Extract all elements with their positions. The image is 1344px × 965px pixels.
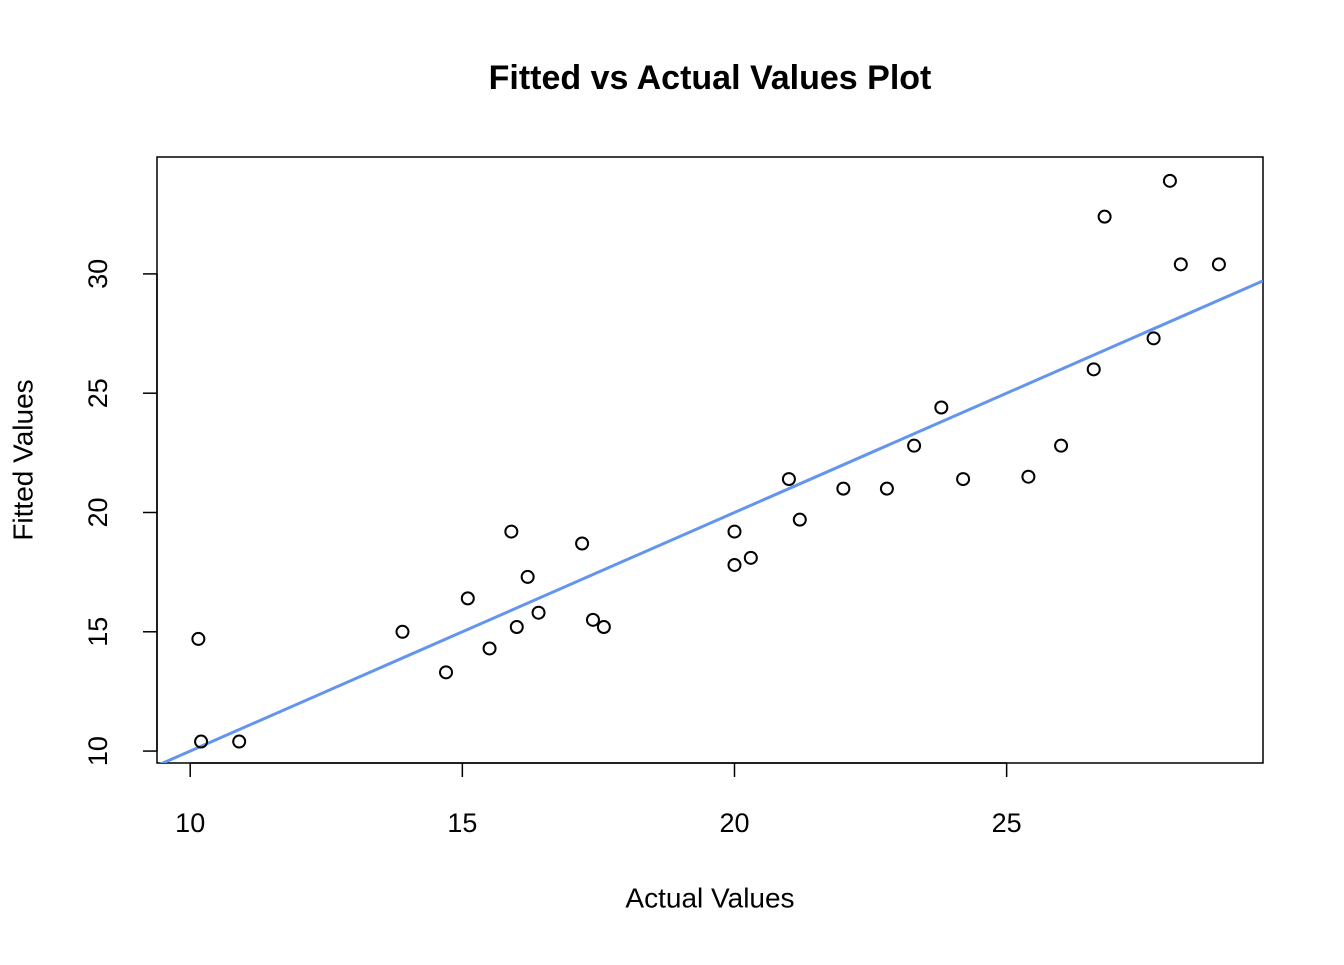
point [727,524,742,539]
point [792,512,807,527]
point [194,734,209,749]
point [191,631,206,646]
point [1162,173,1177,188]
point [460,591,475,606]
y-tick-label: 15 [83,617,113,647]
y-tick-label: 25 [83,378,113,408]
point [395,624,410,639]
y-tick-label: 10 [83,736,113,766]
point [1086,362,1101,377]
point [520,569,535,584]
y-axis-title: Fitted Values [7,379,38,540]
point [509,620,524,635]
point [956,472,971,487]
point [575,536,590,551]
x-tick-label: 10 [175,808,205,838]
y-tick-label: 20 [83,497,113,527]
point [232,734,247,749]
point [482,641,497,656]
point [743,550,758,565]
point [585,612,600,627]
chart-title: Fitted vs Actual Values Plot [489,59,932,97]
point [934,400,949,415]
point [439,665,454,680]
point [781,472,796,487]
x-axis-title: Actual Values [625,882,794,913]
point [1173,257,1188,272]
point [1021,469,1036,484]
y-tick-label: 30 [83,259,113,289]
fit-line [159,279,1263,763]
point [504,524,519,539]
point [1097,209,1112,224]
point [907,438,922,453]
point [596,620,611,635]
point [879,481,894,496]
x-tick-label: 20 [719,808,749,838]
point [1146,331,1161,346]
point [836,481,851,496]
x-tick-label: 15 [447,808,477,838]
point [1054,438,1069,453]
point [531,605,546,620]
x-tick-label: 25 [992,808,1022,838]
point [727,557,742,572]
point [1211,257,1226,272]
